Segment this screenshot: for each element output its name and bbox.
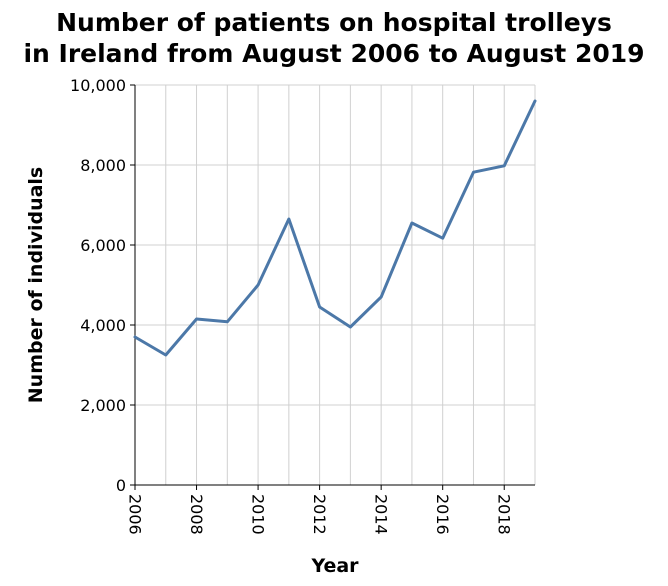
tick-labels: 0 2,000 4,000 6,000 8,000 10,000 2006 2008 2010 2… [70, 76, 514, 535]
x-tick-label: 2006 [125, 494, 144, 535]
axes [130, 84, 535, 490]
y-tick-label: 0 [116, 476, 126, 495]
x-tick-label: 2014 [372, 494, 391, 535]
chart-title-line-1: Number of patients on hospital trolleys [56, 8, 612, 37]
x-tick-label: 2016 [433, 494, 452, 535]
x-tick-label: 2008 [187, 494, 206, 535]
chart-title: Number of patients on hospital trolleys … [23, 8, 644, 68]
chart-title-line-2: in Ireland from August 2006 to August 20… [23, 39, 644, 68]
y-tick-label: 10,000 [70, 76, 126, 95]
y-axis-title: Number of individuals [25, 167, 47, 403]
grid [134, 84, 536, 486]
y-tick-label: 2,000 [80, 396, 126, 415]
x-tick-label: 2010 [248, 494, 267, 535]
series [133, 99, 537, 357]
x-axis-title: Year [310, 555, 359, 577]
x-tick-label: 2012 [310, 494, 329, 535]
x-tick-label: 2018 [495, 494, 514, 535]
y-tick-label: 4,000 [80, 316, 126, 335]
y-tick-label: 6,000 [80, 236, 126, 255]
series-line [133, 99, 537, 357]
y-tick-label: 8,000 [80, 156, 126, 175]
